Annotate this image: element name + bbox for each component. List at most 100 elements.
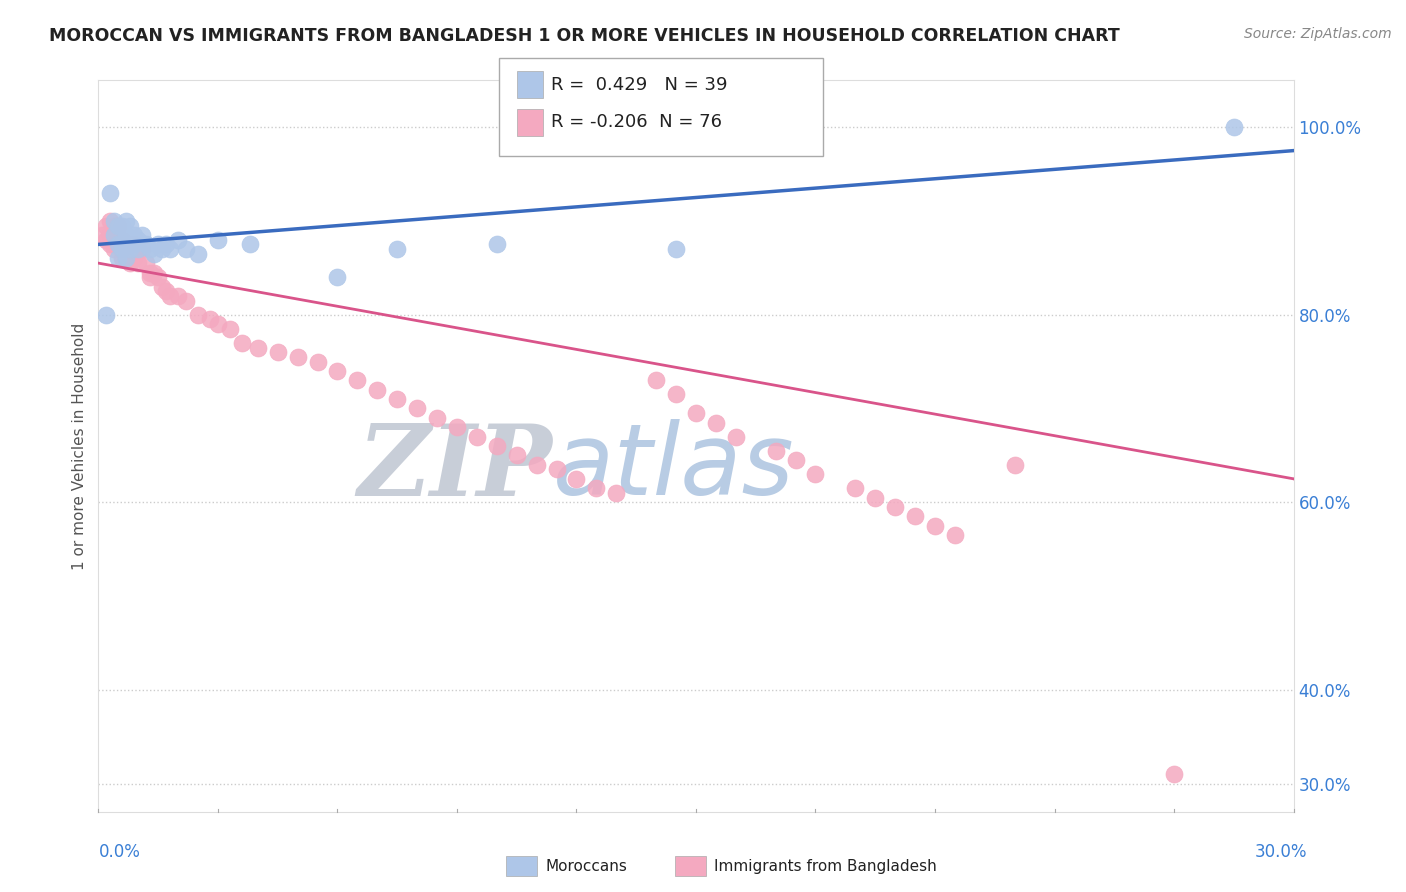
- Point: [267, 345, 290, 359]
- Point: [135, 237, 157, 252]
- Text: ZIP: ZIP: [357, 420, 553, 516]
- Point: [124, 227, 146, 242]
- Point: [115, 237, 138, 252]
- Point: [111, 219, 134, 233]
- Point: [785, 453, 807, 467]
- Point: [103, 219, 125, 233]
- Point: [904, 509, 927, 524]
- Point: [124, 252, 146, 266]
- Point: [231, 335, 253, 350]
- Point: [865, 491, 887, 505]
- Point: [115, 252, 138, 266]
- Point: [98, 214, 122, 228]
- Point: [924, 518, 946, 533]
- Point: [120, 256, 142, 270]
- Point: [120, 219, 142, 233]
- Point: [406, 401, 429, 416]
- Point: [198, 312, 221, 326]
- Point: [111, 233, 134, 247]
- Point: [585, 481, 607, 495]
- Point: [127, 233, 149, 247]
- Point: [96, 219, 118, 233]
- Point: [187, 246, 209, 260]
- Point: [207, 233, 229, 247]
- Point: [96, 233, 118, 247]
- Text: Source: ZipAtlas.com: Source: ZipAtlas.com: [1244, 27, 1392, 41]
- Point: [485, 237, 508, 252]
- Point: [115, 227, 138, 242]
- Point: [127, 242, 149, 256]
- Point: [565, 472, 588, 486]
- Point: [115, 237, 138, 252]
- Point: [346, 373, 368, 387]
- Point: [426, 410, 449, 425]
- Point: [526, 458, 548, 472]
- Text: R = -0.206  N = 76: R = -0.206 N = 76: [551, 113, 723, 131]
- Point: [143, 246, 166, 260]
- Point: [665, 242, 688, 256]
- Point: [765, 443, 787, 458]
- Point: [135, 256, 157, 270]
- Point: [804, 467, 827, 482]
- Point: [187, 308, 209, 322]
- Point: [159, 289, 181, 303]
- Point: [120, 242, 142, 256]
- Point: [465, 429, 488, 443]
- Point: [127, 242, 149, 256]
- Point: [103, 237, 125, 252]
- Point: [115, 242, 138, 256]
- Point: [219, 322, 242, 336]
- Point: [143, 266, 166, 280]
- Point: [704, 416, 727, 430]
- Point: [605, 486, 627, 500]
- Point: [107, 233, 129, 247]
- Point: [139, 270, 162, 285]
- Point: [884, 500, 907, 514]
- Point: [150, 279, 173, 293]
- Point: [111, 242, 134, 256]
- Point: [326, 364, 349, 378]
- Point: [107, 237, 129, 252]
- Y-axis label: 1 or more Vehicles in Household: 1 or more Vehicles in Household: [72, 322, 87, 570]
- Point: [148, 270, 170, 285]
- Point: [1223, 120, 1246, 135]
- Point: [506, 449, 529, 463]
- Point: [115, 214, 138, 228]
- Text: 30.0%: 30.0%: [1256, 843, 1308, 861]
- Point: [174, 293, 197, 308]
- Text: 0.0%: 0.0%: [98, 843, 141, 861]
- Point: [148, 237, 170, 252]
- Point: [124, 237, 146, 252]
- Point: [159, 242, 181, 256]
- Point: [103, 242, 125, 256]
- Text: R =  0.429   N = 39: R = 0.429 N = 39: [551, 76, 728, 94]
- Point: [107, 219, 129, 233]
- Point: [1004, 458, 1026, 472]
- Point: [139, 242, 162, 256]
- Point: [685, 406, 707, 420]
- Point: [131, 242, 153, 256]
- Point: [724, 429, 747, 443]
- Point: [150, 242, 173, 256]
- Point: [366, 383, 388, 397]
- Point: [120, 233, 142, 247]
- Text: Moroccans: Moroccans: [546, 859, 627, 873]
- Point: [120, 242, 142, 256]
- Point: [103, 214, 125, 228]
- Point: [485, 439, 508, 453]
- Point: [174, 242, 197, 256]
- Point: [1163, 767, 1185, 781]
- Point: [665, 387, 688, 401]
- Point: [239, 237, 262, 252]
- Point: [155, 237, 177, 252]
- Point: [167, 289, 190, 303]
- Point: [131, 227, 153, 242]
- Point: [127, 256, 149, 270]
- Point: [98, 186, 122, 200]
- Text: Immigrants from Bangladesh: Immigrants from Bangladesh: [714, 859, 936, 873]
- Point: [155, 285, 177, 299]
- Point: [645, 373, 668, 387]
- Point: [167, 233, 190, 247]
- Point: [287, 350, 309, 364]
- Point: [111, 237, 134, 252]
